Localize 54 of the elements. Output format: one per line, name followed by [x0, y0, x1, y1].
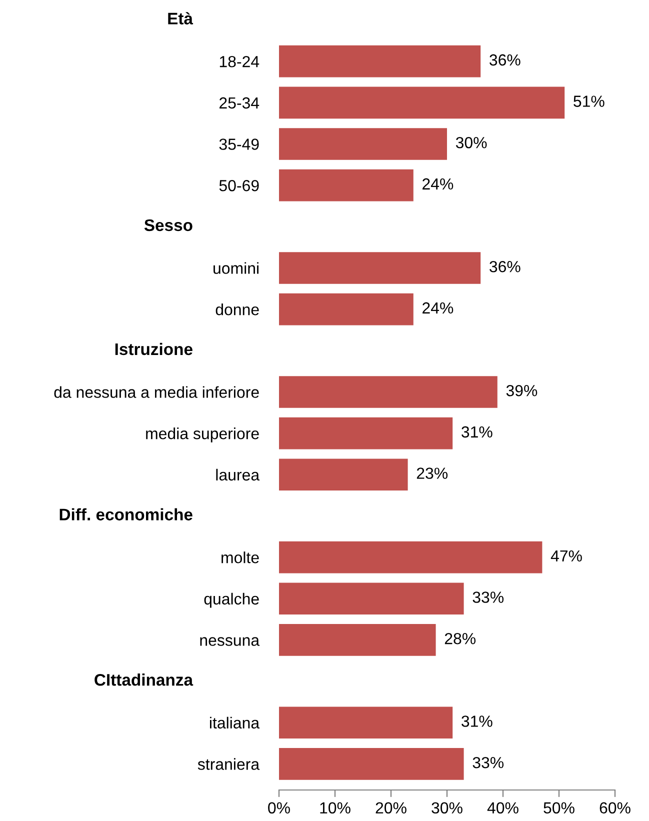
text: Età: [168, 12, 194, 24]
y-tick-label: laurea: [216, 468, 260, 481]
y-tick-label: 25-34: [220, 97, 260, 109]
x-tick-label: 40%: [487, 802, 518, 814]
y-tick-label: straniera: [198, 758, 260, 770]
text: Istruzione: [115, 342, 192, 356]
y-tick-label: 35-49: [219, 138, 259, 150]
bar: [279, 293, 414, 326]
bar: [279, 45, 481, 78]
x-tick-label: 0%: [268, 802, 290, 814]
bar: [279, 748, 464, 780]
bar: [279, 458, 408, 491]
x-tick-label: 10%: [320, 802, 350, 814]
text: Sesso: [144, 219, 192, 232]
y-tick-label: uomini: [214, 262, 258, 274]
text: Diff. economiche: [60, 508, 192, 520]
data-label: 36%: [490, 260, 520, 272]
bar: [279, 624, 436, 656]
y-tick-label: donne: [216, 304, 259, 316]
y-tick-label: nessuna: [200, 637, 260, 646]
data-label: 47%: [550, 550, 582, 562]
bar: [279, 417, 453, 450]
data-label: 36%: [490, 54, 520, 66]
y-tick-label: qualche: [204, 592, 259, 608]
x-tick-label: 30%: [432, 802, 462, 814]
data-label: 51%: [574, 96, 604, 107]
data-label: 23%: [416, 468, 448, 479]
data-label: 31%: [462, 716, 492, 727]
x-tick-label: 50%: [544, 802, 574, 814]
x-tick-label: 60%: [600, 802, 630, 814]
data-label: 39%: [506, 384, 538, 396]
data-label: 31%: [462, 426, 492, 438]
y-tick-label: 18-24: [220, 56, 260, 68]
bar: [279, 582, 464, 615]
bar: [279, 376, 498, 408]
bar: [279, 86, 565, 119]
data-label: 33%: [472, 756, 504, 768]
text: CIttadinanza: [94, 674, 194, 686]
y-tick-label: 50-69: [219, 180, 259, 192]
y-tick-label: italiana: [210, 716, 260, 729]
x-tick-label: 20%: [376, 802, 406, 814]
data-label: 24%: [422, 302, 454, 314]
y-tick-label: media superiore: [146, 428, 259, 442]
bar: [279, 541, 542, 574]
bar: [279, 252, 481, 284]
bar: [279, 169, 414, 202]
data-label: 30%: [456, 136, 487, 148]
y-tick-label: da nessuna a media inferiore: [54, 386, 259, 398]
data-label: 28%: [444, 632, 476, 644]
y-tick-label: molte: [222, 552, 259, 564]
data-label: 24%: [422, 178, 454, 190]
bar: [279, 128, 447, 160]
bar: [279, 706, 453, 739]
data-label: 33%: [472, 592, 504, 603]
